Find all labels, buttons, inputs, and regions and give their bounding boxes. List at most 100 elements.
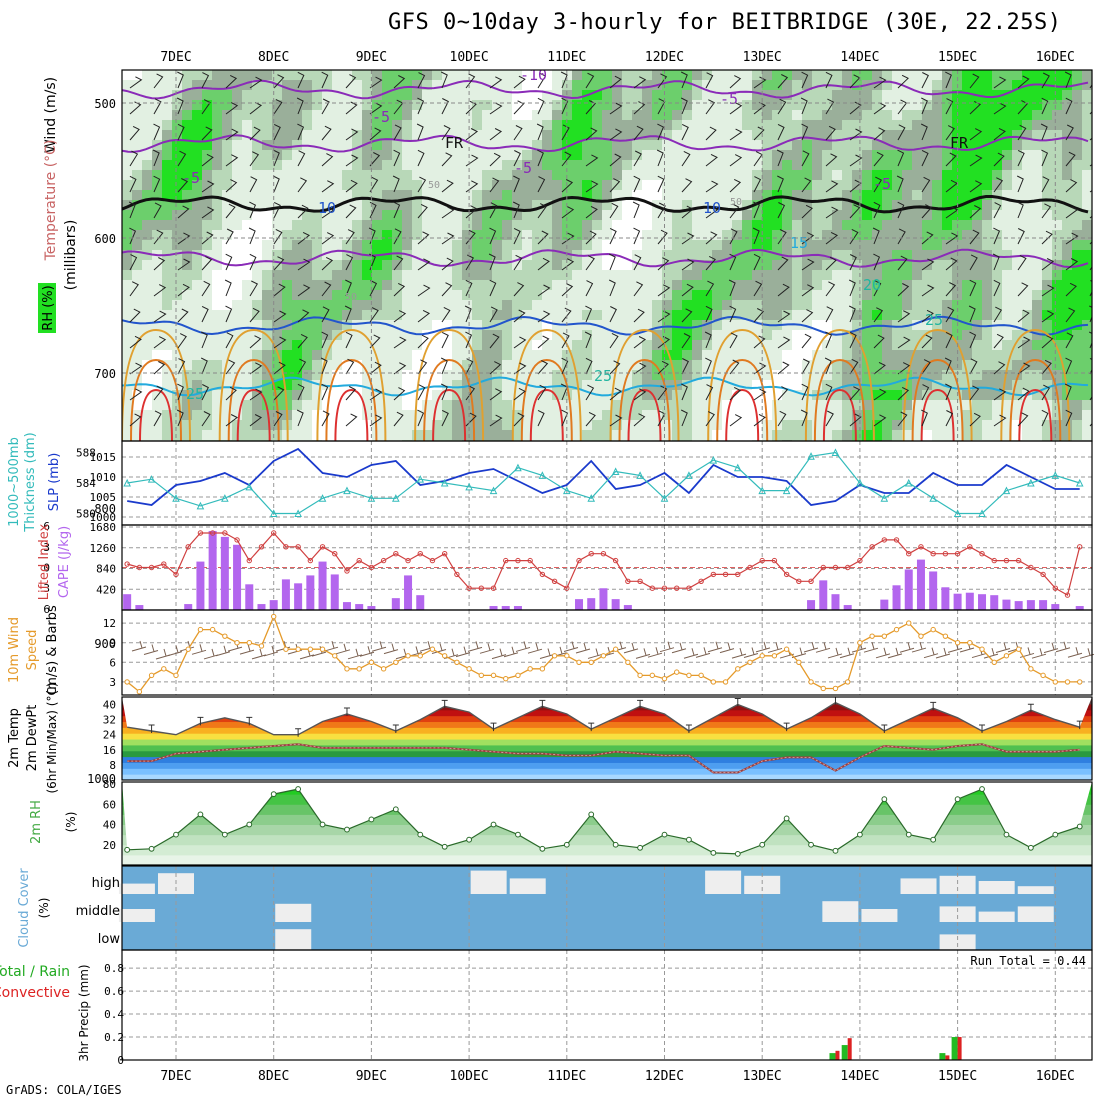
rh-cell-mid bbox=[192, 380, 202, 390]
rh-cell-mid bbox=[262, 350, 272, 360]
wind-barb bbox=[633, 175, 641, 193]
rh-cell-mid bbox=[792, 210, 802, 220]
wind-barb bbox=[801, 333, 812, 349]
wind-barb bbox=[537, 149, 544, 167]
wind-barb bbox=[441, 257, 454, 271]
rh-cell-low bbox=[792, 420, 802, 430]
cloud-block-high bbox=[1017, 886, 1054, 894]
wind-barb bbox=[129, 150, 139, 167]
wind-barb bbox=[1065, 307, 1076, 323]
wind-barb bbox=[489, 76, 503, 89]
rh-cell-dry bbox=[782, 380, 792, 390]
lifted-index-point bbox=[930, 551, 936, 557]
rh-cell-low bbox=[832, 380, 842, 390]
rh-cell-low bbox=[922, 330, 932, 340]
rh-cell-low bbox=[912, 290, 922, 300]
rh-cell-dry bbox=[752, 400, 762, 410]
wind-barb bbox=[585, 280, 594, 297]
rh-cell-low bbox=[652, 320, 662, 330]
rh-cell-low bbox=[1032, 140, 1042, 150]
rh-cell-moist bbox=[582, 80, 592, 90]
rh-cell-dry bbox=[602, 240, 612, 250]
rh-cell-low bbox=[852, 320, 862, 330]
rh2-point bbox=[1027, 844, 1034, 851]
rh-cell-moist bbox=[682, 350, 692, 360]
wind-barb bbox=[441, 98, 449, 115]
rh-cell-low bbox=[412, 430, 422, 440]
rh-cell-high bbox=[862, 190, 872, 200]
rh-cell-low bbox=[1042, 180, 1052, 190]
rh-cell-mid bbox=[612, 80, 622, 90]
rh-cell-mid bbox=[922, 250, 932, 260]
rh-cell-dry bbox=[652, 180, 662, 190]
wind-barb bbox=[537, 310, 551, 323]
cape-tick: 1680 bbox=[90, 521, 117, 534]
rh-cell-high bbox=[372, 240, 382, 250]
rh-cell-mid bbox=[162, 220, 172, 230]
rh-cell-high bbox=[1012, 110, 1022, 120]
rh-cell-mid bbox=[462, 250, 472, 260]
wind-barb bbox=[897, 310, 911, 323]
wind-barb-10m bbox=[815, 642, 831, 653]
rh-cell-moist bbox=[1082, 370, 1092, 380]
lifted-index-point bbox=[967, 544, 973, 550]
rh-cell-moist bbox=[1072, 360, 1082, 370]
wind-barb bbox=[296, 97, 304, 115]
rh-cell-mid bbox=[332, 280, 342, 290]
wind-barb bbox=[297, 71, 305, 89]
minmax-bar bbox=[685, 724, 692, 733]
rh-cell-low bbox=[832, 390, 842, 400]
rh-cell-low bbox=[812, 230, 822, 240]
rh-cell-mid bbox=[982, 310, 992, 320]
rh-cell-mid bbox=[982, 260, 992, 270]
rh-cell-high bbox=[562, 120, 572, 130]
rh-cell-low bbox=[392, 280, 402, 290]
wind-barb bbox=[417, 258, 431, 271]
rh-cell-dry bbox=[352, 410, 362, 420]
thickness-point bbox=[367, 494, 376, 502]
wind-barb bbox=[1041, 409, 1049, 427]
wind-barb bbox=[921, 258, 935, 271]
rh-cell-moist bbox=[132, 200, 142, 210]
rh-cell-low bbox=[552, 390, 562, 400]
rh-cell-low bbox=[652, 300, 662, 310]
rh-cell-dry bbox=[642, 210, 652, 220]
wind-barb bbox=[177, 358, 186, 375]
rh-cell-low bbox=[412, 180, 422, 190]
wind-barb-10m bbox=[347, 648, 363, 660]
rh-cell-moist bbox=[152, 200, 162, 210]
rh-cell-moist bbox=[952, 80, 962, 90]
rh-cell-low bbox=[1012, 340, 1022, 350]
rh-cell-mid bbox=[192, 90, 202, 100]
rh-cell-dry bbox=[532, 90, 542, 100]
rh-cell-moist bbox=[552, 170, 562, 180]
rh-cell-high bbox=[172, 190, 182, 200]
rh-cell-high bbox=[172, 140, 182, 150]
rh-cell-moist bbox=[662, 90, 672, 100]
rh-cell-moist bbox=[402, 90, 412, 100]
rh-cell-mid bbox=[392, 120, 402, 130]
wind-barb bbox=[225, 414, 239, 427]
rh-cell-mid bbox=[642, 370, 652, 380]
wind-barb bbox=[993, 177, 1004, 193]
rh-cell-dry bbox=[762, 380, 772, 390]
rh-cell-moist bbox=[332, 290, 342, 300]
rh-cell-moist bbox=[342, 280, 352, 290]
rh-cell-dry bbox=[162, 350, 172, 360]
temp-band bbox=[122, 739, 1092, 746]
wind-barb bbox=[441, 409, 449, 427]
rh-cell-mid bbox=[1052, 430, 1062, 440]
rh-cell-moist bbox=[902, 270, 912, 280]
rh-cell-moist bbox=[472, 240, 482, 250]
rh-cell-low bbox=[162, 290, 172, 300]
wind-barb bbox=[537, 384, 547, 401]
wind-barb bbox=[561, 332, 570, 349]
wind-barb bbox=[1065, 232, 1079, 245]
rh-cell-mid bbox=[522, 160, 532, 170]
rh-cell-low bbox=[812, 90, 822, 100]
rh-cell-low bbox=[172, 270, 182, 280]
rh-cell-high bbox=[872, 170, 882, 180]
wind-barb bbox=[561, 283, 574, 297]
rh-cell-mid bbox=[892, 130, 902, 140]
rh-cell-dry bbox=[242, 270, 252, 280]
